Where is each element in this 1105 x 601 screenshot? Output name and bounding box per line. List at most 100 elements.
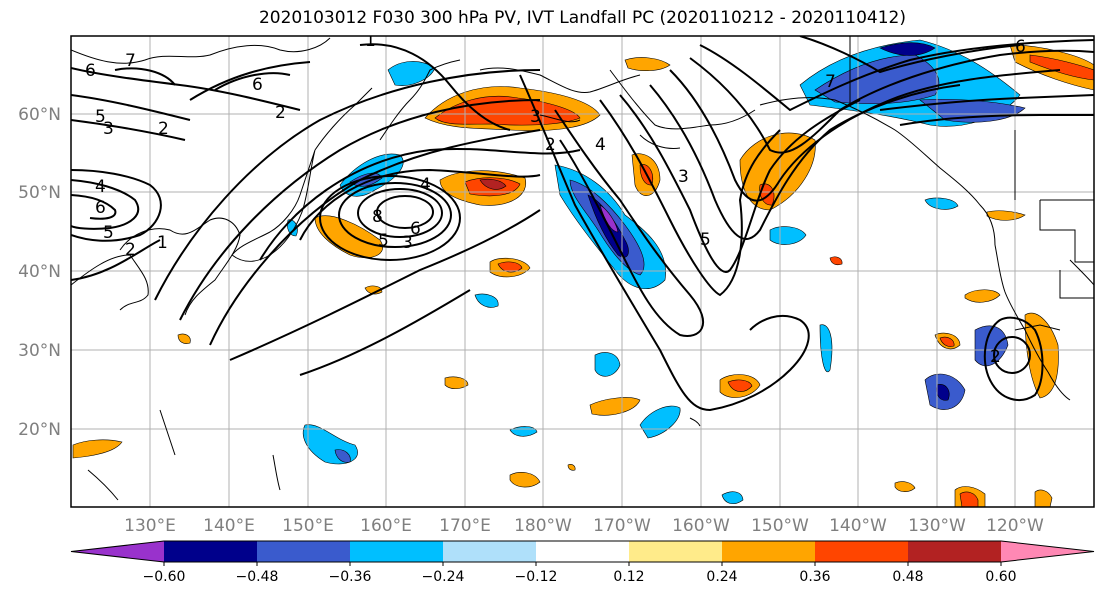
colorbar-label: 0.48 [892,569,923,585]
positive-anomaly-region [589,397,641,416]
lat-tick-label: 40°N [18,262,61,282]
colorbar-segment [908,541,1002,562]
lat-tick-label: 30°N [18,341,61,361]
contour-label: 6 [85,61,96,81]
positive-anomaly-region [497,261,523,273]
colorbar [70,540,1095,563]
negative-anomaly-region [594,352,621,377]
positive-anomaly-region [444,376,469,390]
colorbar-label: 0.24 [706,569,737,585]
contour-labels: 6 5 3 2 7 6 4 6 5 2 1 8 6 5 3 2 4 3 2 1 … [85,31,1026,367]
contour-label: 3 [103,119,114,139]
colorbar-label: −0.60 [143,569,186,585]
negative-anomaly-region [879,42,936,56]
map-title: 2020103012 F030 300 hPa PV, IVT Landfall… [258,8,906,28]
colorbar-segment [722,541,816,562]
contour-label: 2 [545,135,556,155]
contour-label: 4 [95,177,106,197]
lon-tick-label: 150°E [282,516,334,536]
positive-anomaly-region [829,256,843,266]
contour-label: 1 [157,233,168,253]
contour-label: 6 [252,75,263,95]
contour-label: 2 [275,103,286,123]
positive-anomaly-region [177,333,191,344]
colorbar-labels: −0.60 −0.48 −0.36 −0.24 −0.12 0.12 0.24 0.36 0.4… [143,562,1017,585]
lon-tick-label: 130°E [124,516,176,536]
contour-label: 8 [372,207,383,227]
colorbar-label: −0.24 [422,569,465,585]
contour-label: 2 [990,347,1001,367]
lat-tick-label: 50°N [18,183,61,203]
map-frame [70,35,1095,508]
negative-anomaly-region [639,405,681,439]
contour-label: 6 [95,198,106,218]
positive-anomaly-region [434,95,581,126]
map-content: 6 5 3 2 7 6 4 6 5 2 1 8 6 5 3 2 4 3 2 1 … [71,31,1094,507]
contour-label: 3 [402,233,413,253]
positive-anomaly-region [894,481,916,492]
lon-tick-label: 160°E [360,516,412,536]
contour-label: 4 [420,175,431,195]
positive-anomaly-region [567,464,576,471]
contour-label: 1 [365,31,376,51]
lon-tick-labels: 130°E 140°E 150°E 160°E 170°E 180°W 170°… [124,516,1044,536]
positive-anomaly-region [72,439,123,459]
contour-label: 3 [530,107,541,127]
contour-label: 7 [825,72,836,92]
contour-label: 5 [378,231,389,251]
negative-anomaly-region [819,324,833,373]
contour-label: 5 [700,230,711,250]
negative-anomaly-region [769,226,807,245]
contour-label: 2 [158,119,169,139]
lon-tick-label: 180°W [514,516,572,536]
lon-tick-label: 140°E [203,516,255,536]
contour-label: 4 [595,135,606,155]
colorbar-extend-min [71,541,164,562]
colorbar-segment [164,541,258,562]
contour-label: 7 [125,51,136,71]
negative-anomaly-region [721,491,744,504]
lat-tick-label: 60°N [18,105,61,125]
lon-tick-label: 170°W [593,516,651,536]
colorbar-label: −0.12 [515,569,558,585]
colorbar-segment [536,541,630,562]
colorbar-segment [629,541,723,562]
positive-anomaly-region [939,336,955,347]
colorbar-segment [350,541,444,562]
lon-tick-label: 160°W [672,516,730,536]
pv-contours [71,36,1094,412]
negative-anomaly-region [474,293,499,308]
negative-anomaly-region [924,197,959,210]
contour-label: 3 [678,167,689,187]
lon-tick-label: 120°W [986,516,1044,536]
lon-tick-label: 150°W [751,516,809,536]
contour-label: 5 [95,107,106,127]
contour-label: 6 [1015,37,1026,57]
lon-tick-label: 170°E [439,516,491,536]
contour-label: 2 [125,240,136,260]
lat-tick-labels: 60°N 50°N 40°N 30°N 20°N [18,105,61,440]
lat-tick-label: 20°N [18,420,61,440]
positive-anomaly-region [624,57,671,71]
colorbar-label: 0.36 [799,569,830,585]
positive-anomaly-region [964,289,1001,303]
colorbar-label: 0.12 [613,569,644,585]
colorbar-label: −0.36 [329,569,372,585]
contour-label: 5 [103,223,114,243]
colorbar-label: 0.60 [985,569,1016,585]
contour-label: 6 [410,219,421,239]
colorbar-segment [443,541,537,562]
positive-anomaly-region [959,491,979,507]
lon-tick-label: 130°W [908,516,966,536]
colorbar-segment [815,541,909,562]
positive-anomaly-region [314,215,383,259]
negative-anomaly-region [334,449,351,463]
coastlines [71,36,1094,501]
colorbar-label: −0.48 [236,569,279,585]
positive-anomaly-region [727,379,753,392]
positive-anomaly-region [1029,54,1094,81]
positive-anomaly-region [1034,489,1053,507]
positive-anomaly-region [509,472,541,488]
negative-anomaly-region [287,219,298,237]
